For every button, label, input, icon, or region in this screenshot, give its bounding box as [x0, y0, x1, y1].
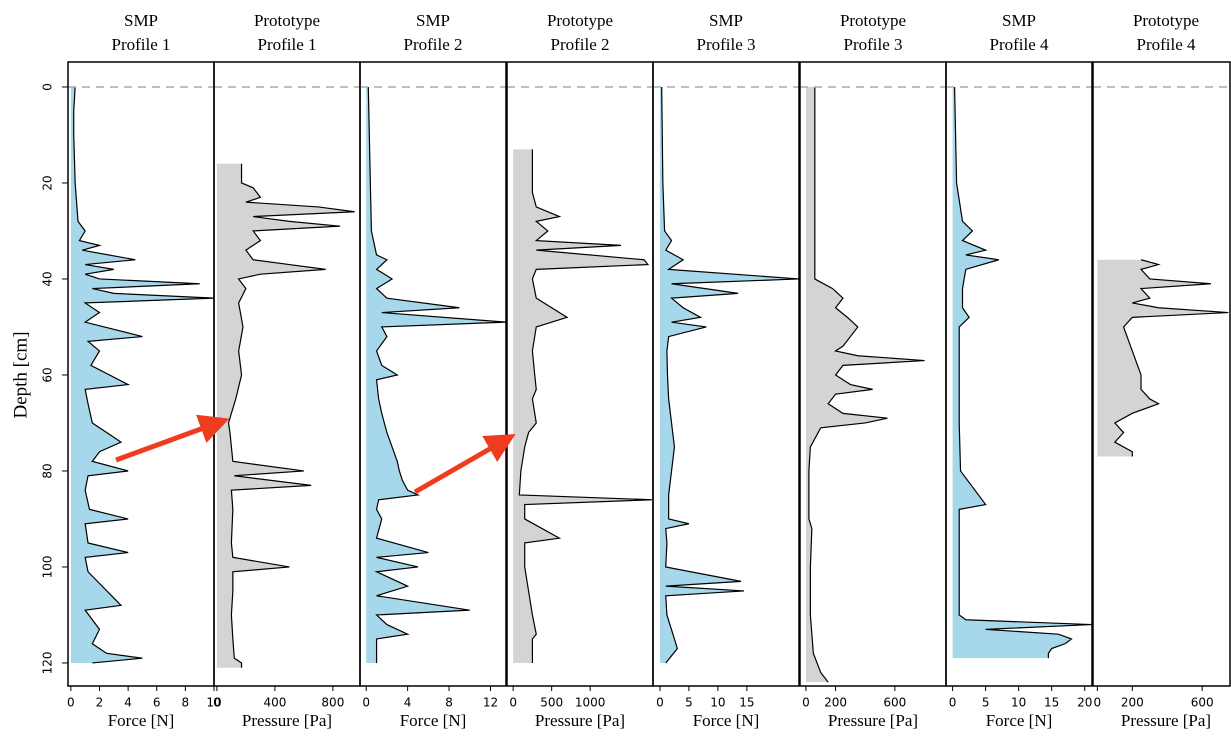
- x-tick-label: 6: [153, 696, 161, 710]
- panel-title: Profile 1: [111, 35, 170, 54]
- panel-title: Prototype: [1133, 11, 1199, 30]
- x-axis-label: Pressure [Pa]: [828, 711, 918, 730]
- panel-title: Prototype: [254, 11, 320, 30]
- area-fill: [70, 86, 214, 663]
- x-axis-label: Force [N]: [693, 711, 760, 730]
- x-tick-label: 5: [982, 696, 990, 710]
- x-tick-label: 20: [1077, 696, 1092, 710]
- x-tick-label: 0: [509, 696, 517, 710]
- arrow: [115, 414, 230, 463]
- profile-line: [1113, 259, 1229, 457]
- profile-line: [518, 149, 652, 663]
- x-tick-label: 10: [1011, 696, 1026, 710]
- x-tick-label: 200: [1121, 696, 1144, 710]
- x-tick-label: 5: [685, 696, 693, 710]
- panel-frame: [359, 61, 507, 687]
- y-tick-label: 80: [41, 463, 55, 478]
- x-tick-label: 0: [362, 696, 370, 710]
- y-tick-label: 0: [41, 83, 55, 91]
- arrow: [413, 434, 516, 495]
- panel-title: Profile 4: [989, 35, 1049, 54]
- panel-frame: [652, 61, 800, 687]
- profile-line: [953, 86, 1092, 659]
- area-fill: [1097, 259, 1229, 457]
- area-fill: [513, 149, 652, 663]
- x-tick-label: 2: [96, 696, 104, 710]
- x-tick-label: 400: [263, 696, 286, 710]
- y-tick-label: 40: [41, 271, 55, 286]
- y-tick-label: 120: [41, 652, 55, 675]
- x-tick-label: 0: [802, 696, 810, 710]
- x-tick-label: 8: [182, 696, 190, 710]
- y-tick-label: 100: [41, 556, 55, 579]
- x-tick-label: 0: [656, 696, 664, 710]
- y-axis-label: Depth [cm]: [10, 331, 31, 418]
- x-tick-label: 1000: [575, 696, 606, 710]
- panel-title: Profile 3: [843, 35, 902, 54]
- panel-title: Prototype: [547, 11, 613, 30]
- area-fill: [216, 163, 355, 668]
- x-tick-label: 4: [124, 696, 132, 710]
- x-tick-label: 15: [739, 696, 754, 710]
- x-tick-label: 600: [1191, 696, 1214, 710]
- x-tick-label: 15: [1044, 696, 1059, 710]
- x-tick-label: 10: [710, 696, 725, 710]
- profile-line: [227, 163, 355, 668]
- x-tick-label: 200: [824, 696, 847, 710]
- x-tick-label: 0: [213, 696, 221, 710]
- x-tick-label: 4: [404, 696, 412, 710]
- x-tick-label: 0: [67, 696, 75, 710]
- x-tick-label: 500: [540, 696, 563, 710]
- panel-title: SMP: [709, 11, 743, 30]
- profile-line: [367, 86, 507, 663]
- area-fill: [659, 86, 799, 663]
- x-tick-label: 800: [321, 696, 344, 710]
- panel-title: SMP: [416, 11, 450, 30]
- panel-title: SMP: [1002, 11, 1036, 30]
- x-axis-label: Force [N]: [986, 711, 1053, 730]
- x-axis-label: Force [N]: [108, 711, 175, 730]
- area-fill: [805, 86, 925, 683]
- x-tick-label: 0: [949, 696, 957, 710]
- area-fill: [366, 86, 506, 663]
- panel-title: Profile 2: [550, 35, 609, 54]
- panel-title: Profile 3: [696, 35, 755, 54]
- panel-frame: [1092, 61, 1231, 687]
- x-tick-label: 600: [883, 696, 906, 710]
- y-tick-label: 60: [41, 367, 55, 382]
- panel-title: Profile 1: [257, 35, 316, 54]
- profile-line: [808, 86, 925, 683]
- x-tick-label: 12: [483, 696, 498, 710]
- area-fill: [952, 86, 1092, 659]
- profile-line: [73, 86, 215, 664]
- x-axis-label: Force [N]: [400, 711, 467, 730]
- x-tick-label: 8: [445, 696, 453, 710]
- x-axis-label: Pressure [Pa]: [1121, 711, 1211, 730]
- x-tick-label: 10: [206, 696, 221, 710]
- panel-title: Profile 4: [1136, 35, 1196, 54]
- panel-title: Prototype: [840, 11, 906, 30]
- panel-title: Profile 2: [403, 35, 462, 54]
- x-axis-label: Pressure [Pa]: [535, 711, 625, 730]
- profile-line: [661, 86, 800, 664]
- x-axis-label: Pressure [Pa]: [242, 711, 332, 730]
- panel-title: SMP: [124, 11, 158, 30]
- y-tick-label: 20: [41, 175, 55, 190]
- panel-frame: [945, 61, 1093, 687]
- x-tick-label: 0: [1094, 696, 1102, 710]
